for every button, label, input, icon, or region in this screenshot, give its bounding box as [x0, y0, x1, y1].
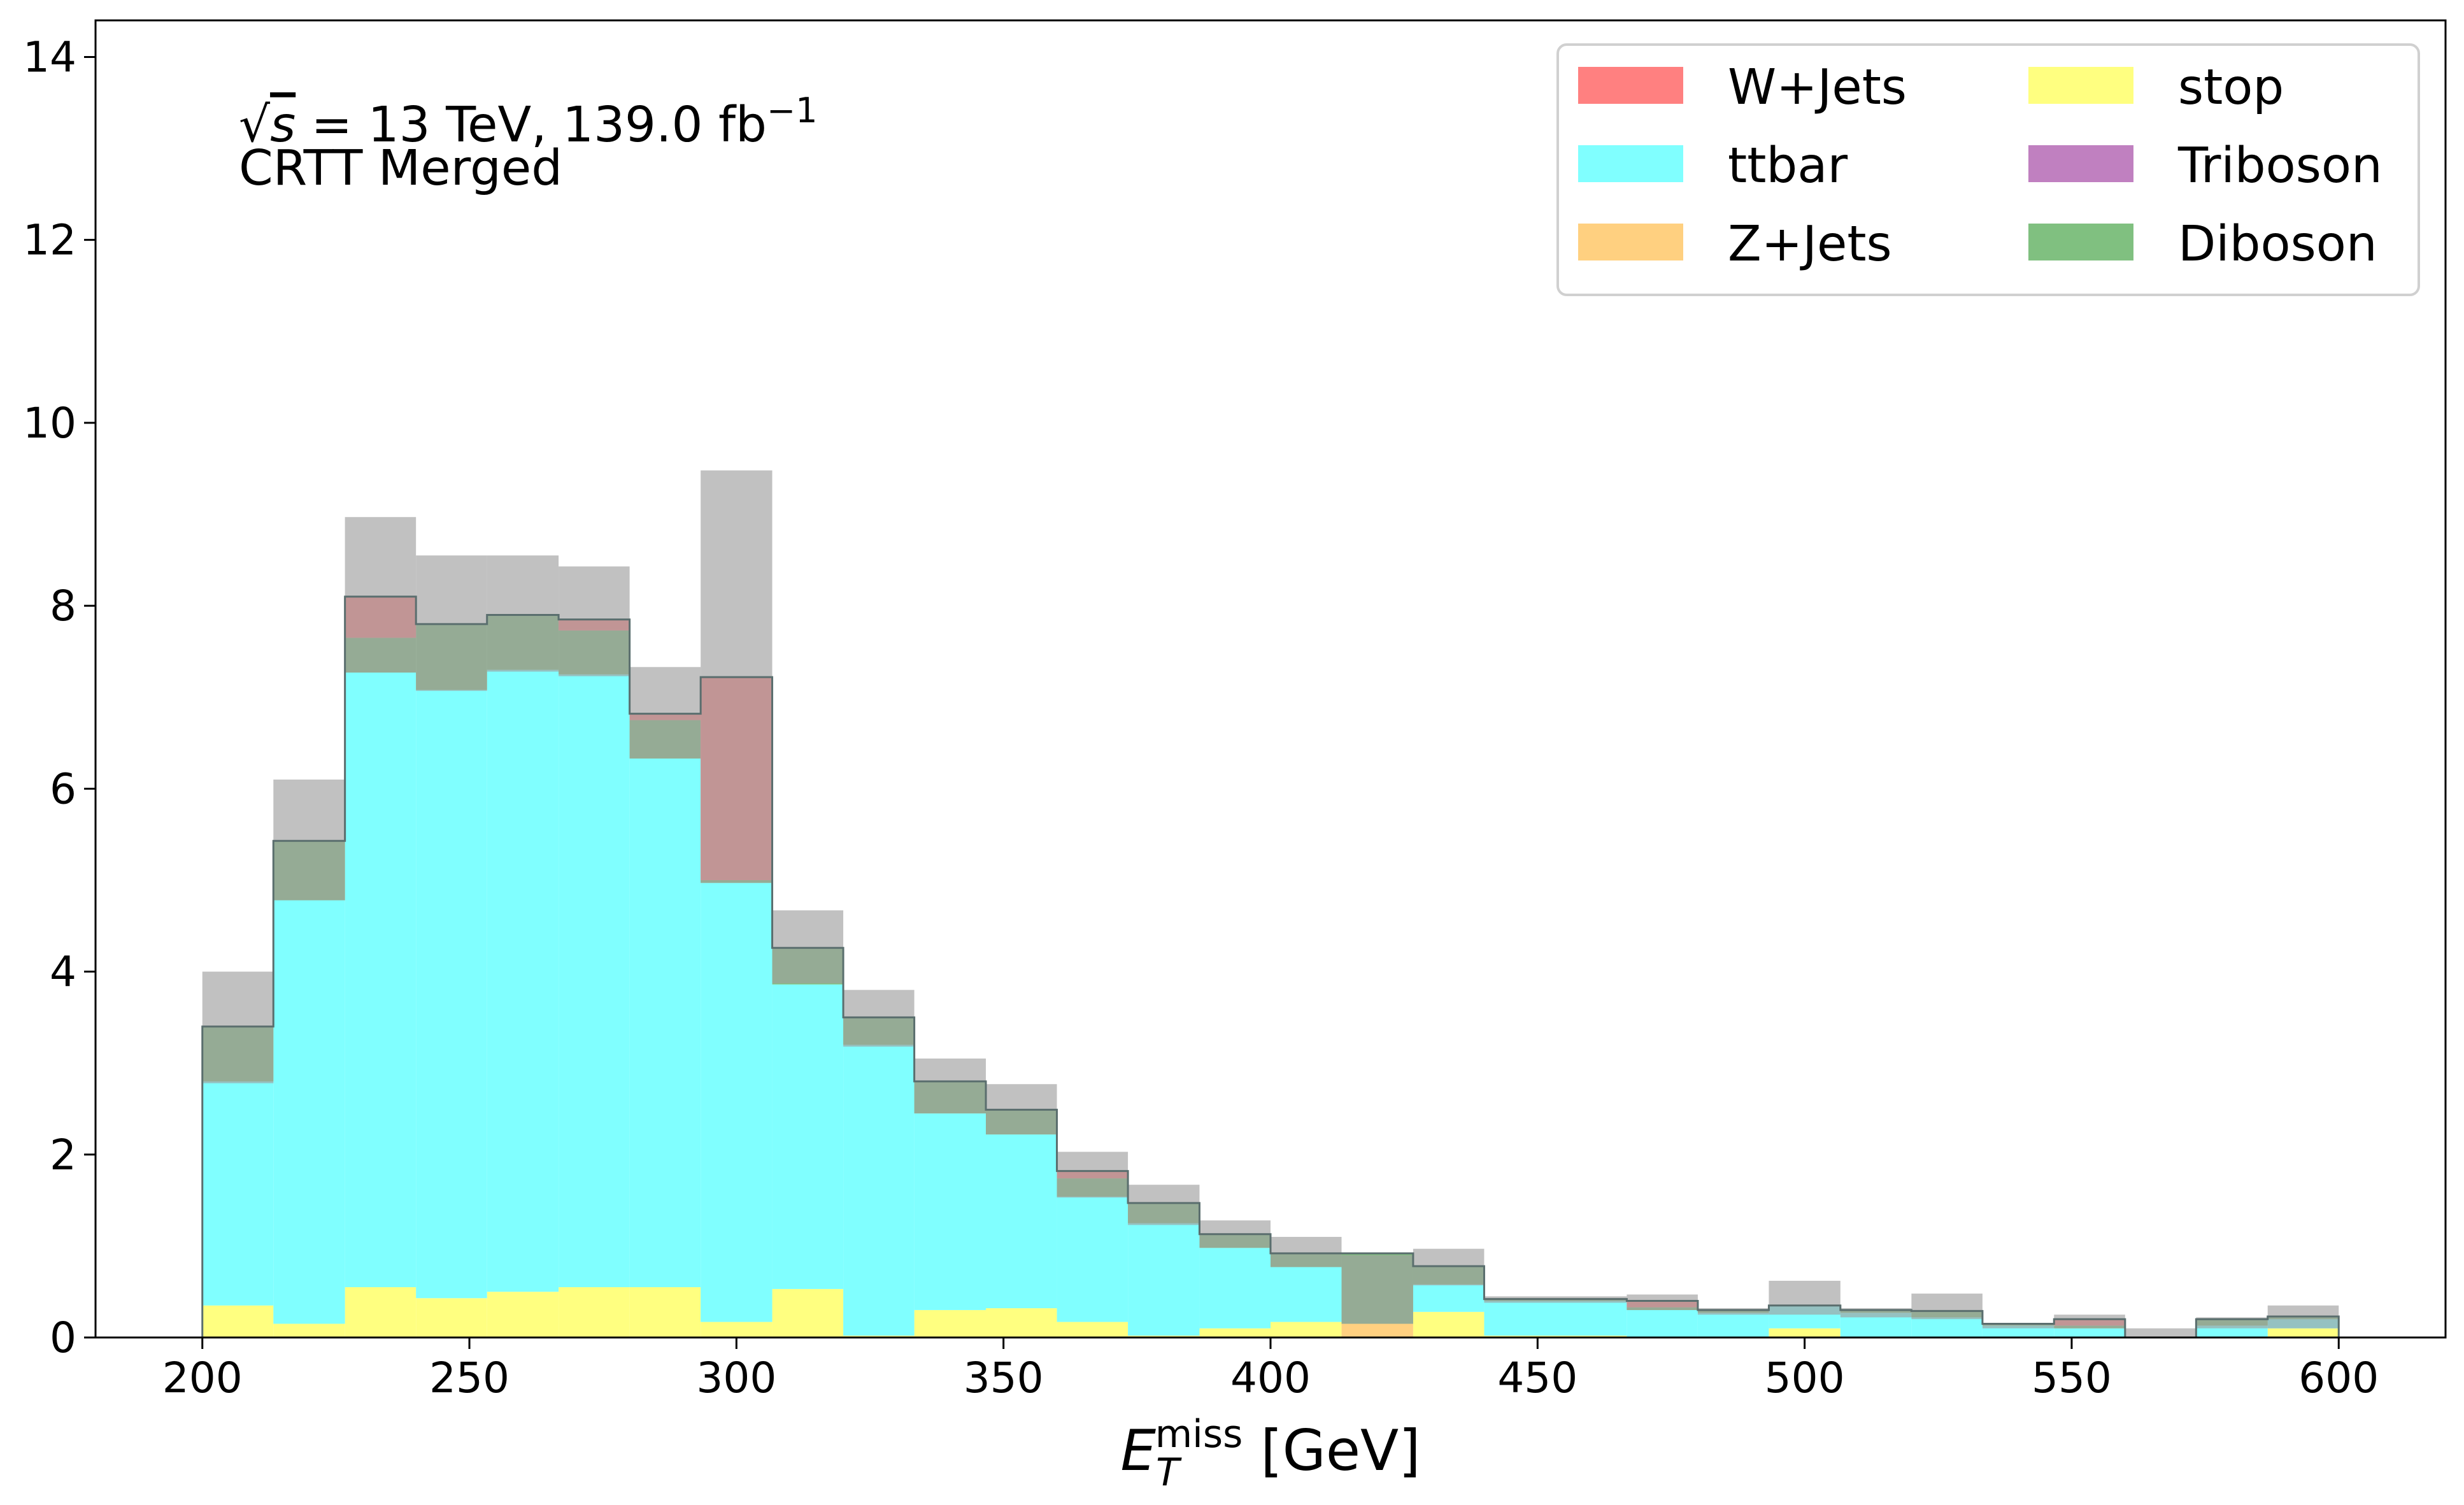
- bar-stop: [559, 1287, 630, 1337]
- legend-swatch-diboson: [2028, 224, 2133, 260]
- bar-ttbar: [1128, 1223, 1200, 1336]
- bar-ttbar: [202, 1081, 274, 1306]
- bar-ttbar: [1555, 1301, 1627, 1336]
- x-tick-label: 550: [2032, 1353, 2112, 1402]
- energy-luminosity-annotation: √s = 13 TeV, 139.0 fb−1 CRTT Merged: [239, 90, 818, 197]
- legend-label-w-jets: W+Jets: [1728, 59, 1907, 116]
- bar-stop: [986, 1308, 1057, 1337]
- legend-label-ttbar: ttbar: [1728, 138, 1848, 194]
- bar-ttbar: [1627, 1309, 1698, 1337]
- stack-outline: [201, 596, 2340, 1339]
- uncertainty-box: [2054, 1315, 2125, 1329]
- bar-ttbar: [559, 674, 630, 1288]
- x-tick-label: 300: [696, 1353, 776, 1402]
- legend: W+Jets ttbar Z+Jets stop Triboson Diboson: [1556, 43, 2420, 296]
- uncertainty-box: [1769, 1280, 1841, 1315]
- x-tick-label: 350: [964, 1353, 1044, 1402]
- bar-stop: [1199, 1328, 1271, 1337]
- uncertainty-box: [1057, 1152, 1129, 1198]
- bar-stop: [487, 1292, 559, 1337]
- bar-ttbar: [1911, 1317, 1983, 1337]
- bar-ttbar: [986, 1134, 1057, 1309]
- bar-stop: [1769, 1328, 1841, 1337]
- y-axis-ticks: 0 2 4 6 8 10 12 14: [23, 32, 96, 1362]
- uncertainty-box: [914, 1058, 986, 1114]
- bar-ttbar: [629, 758, 701, 1288]
- uncertainty-box: [1128, 1185, 1200, 1225]
- bar-stop: [2267, 1328, 2339, 1337]
- svg-text:√s = 13 TeV, 139.0 fb−1: √s = 13 TeV, 139.0 fb−1: [239, 90, 818, 153]
- y-tick-label: 8: [50, 581, 76, 631]
- bar-stop: [273, 1323, 345, 1337]
- bar-z-jets: [1341, 1323, 1413, 1337]
- x-tick-label: 250: [429, 1353, 509, 1402]
- uncertainty-box: [1271, 1237, 1342, 1267]
- uncertainty-box: [345, 517, 417, 673]
- y-tick-label: 2: [50, 1131, 76, 1180]
- x-axis-ticks: 200 250 300 350 400 450 500 550 600: [162, 1337, 2379, 1402]
- uncertainty-box: [1982, 1323, 2055, 1329]
- bar-stop: [772, 1288, 844, 1337]
- bar-ttbar: [1982, 1325, 2055, 1337]
- legend-swatch-stop: [2028, 67, 2133, 104]
- legend-label-diboson: Diboson: [2178, 216, 2377, 273]
- legend-swatch-z-jets: [1578, 224, 1683, 260]
- x-axis-label: ETmiss [GeV]: [1120, 1412, 1420, 1495]
- bar-ttbar: [843, 1045, 915, 1336]
- x-tick-label: 400: [1230, 1353, 1311, 1402]
- legend-label-triboson: Triboson: [2177, 138, 2382, 194]
- bar-ttbar: [1413, 1284, 1485, 1312]
- uncertainty-box: [1911, 1294, 1983, 1320]
- y-tick-label: 6: [50, 764, 76, 813]
- bar-ttbar: [273, 900, 345, 1324]
- uncertainty-box: [1341, 1255, 1413, 1324]
- y-tick-label: 14: [23, 32, 76, 82]
- uncertainty-box: [487, 555, 559, 672]
- bar-stop: [914, 1309, 986, 1337]
- legend-label-z-jets: Z+Jets: [1728, 216, 1892, 273]
- bar-ttbar: [1199, 1248, 1271, 1329]
- bar-stop: [345, 1287, 417, 1337]
- bar-ttbar: [487, 669, 559, 1292]
- bar-stop: [1413, 1311, 1485, 1337]
- bar-ttbar: [772, 984, 844, 1289]
- x-tick-label: 600: [2298, 1353, 2379, 1402]
- uncertainty-box: [1697, 1308, 1769, 1315]
- bar-stop: [416, 1298, 487, 1337]
- bar-ttbar: [1271, 1267, 1342, 1322]
- bar-stop: [202, 1305, 274, 1337]
- bar-stop: [701, 1322, 773, 1337]
- y-tick-label: 4: [50, 948, 76, 997]
- uncertainty-box: [2125, 1328, 2197, 1337]
- x-tick-label: 450: [1497, 1353, 1577, 1402]
- y-tick-label: 10: [23, 399, 76, 448]
- bar-ttbar: [345, 672, 417, 1288]
- bar-ttbar: [2054, 1328, 2125, 1337]
- x-tick-label: 500: [1765, 1353, 1845, 1402]
- legend-swatch-triboson: [2028, 145, 2133, 182]
- x-tick-label: 200: [162, 1353, 243, 1402]
- bar-ttbar: [416, 690, 487, 1299]
- y-tick-label: 12: [23, 216, 76, 265]
- bar-ttbar: [2196, 1325, 2268, 1337]
- region-label: CRTT Merged: [239, 140, 562, 197]
- bar-ttbar: [914, 1113, 986, 1310]
- legend-label-stop: stop: [2178, 59, 2284, 116]
- bar-ttbar: [1057, 1196, 1129, 1322]
- bar-ttbar: [1484, 1301, 1555, 1336]
- y-tick-label: 0: [50, 1313, 76, 1362]
- bar-stop: [1271, 1322, 1342, 1337]
- legend-swatch-ttbar: [1578, 145, 1683, 182]
- legend-swatch-w-jets: [1578, 67, 1683, 104]
- bar-ttbar: [1697, 1313, 1769, 1337]
- plot-area: [201, 470, 2340, 1339]
- uncertainty-box: [1627, 1294, 1698, 1310]
- uncertainty-box: [559, 566, 630, 676]
- bar-stop: [629, 1287, 701, 1337]
- bar-stop: [1057, 1322, 1129, 1337]
- legend-frame: [1556, 43, 2420, 296]
- bar-ttbar: [701, 883, 773, 1322]
